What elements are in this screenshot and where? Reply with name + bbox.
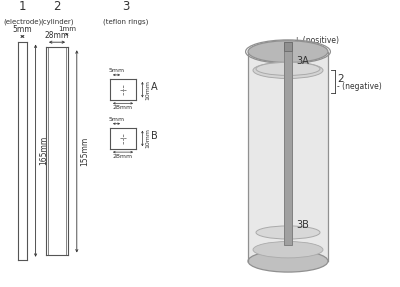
Text: (cylinder): (cylinder) — [40, 19, 74, 25]
Text: (electrode): (electrode) — [3, 19, 42, 25]
Text: 28mm: 28mm — [113, 154, 133, 159]
Ellipse shape — [256, 62, 320, 75]
Text: 10mm: 10mm — [146, 129, 151, 148]
Text: 28mm: 28mm — [113, 105, 133, 110]
Text: - (negative): - (negative) — [337, 82, 382, 91]
Polygon shape — [248, 52, 328, 261]
Text: 5mm: 5mm — [108, 68, 124, 73]
Text: 3A: 3A — [296, 56, 309, 66]
Bar — [284, 42, 292, 245]
Text: 2: 2 — [53, 0, 61, 13]
Text: + (positive): + (positive) — [294, 36, 339, 45]
Ellipse shape — [253, 241, 323, 258]
Text: (teflon rings): (teflon rings) — [103, 19, 149, 25]
Text: 155mm: 155mm — [80, 137, 90, 166]
Text: 1: 1 — [19, 0, 26, 13]
Text: 1mm: 1mm — [58, 26, 76, 32]
Bar — [284, 42, 292, 51]
Ellipse shape — [253, 62, 323, 78]
Ellipse shape — [248, 250, 328, 272]
Text: 3: 3 — [122, 0, 130, 13]
Text: A: A — [151, 82, 158, 92]
Text: 5mm: 5mm — [12, 25, 32, 34]
Text: B: B — [151, 131, 158, 141]
Text: 165mm: 165mm — [39, 136, 48, 165]
Ellipse shape — [248, 41, 328, 63]
Text: 5mm: 5mm — [108, 117, 124, 122]
Text: 2: 2 — [337, 74, 344, 84]
Text: 28mm: 28mm — [45, 31, 69, 40]
Ellipse shape — [256, 226, 320, 239]
Text: 3B: 3B — [296, 220, 309, 230]
Text: 10mm: 10mm — [146, 80, 151, 100]
